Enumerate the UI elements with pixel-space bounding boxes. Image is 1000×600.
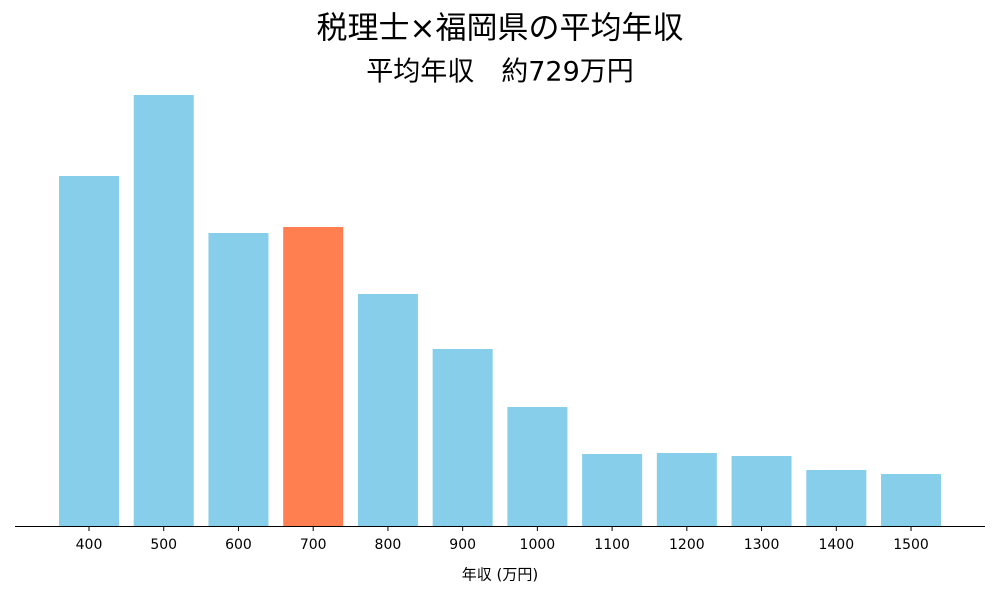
bar: [208, 233, 269, 526]
bar: [357, 294, 418, 526]
x-tick-label: 900: [449, 537, 476, 553]
chart-title: 税理士×福岡県の平均年収: [317, 11, 684, 47]
x-tick-label: 1000: [520, 537, 556, 553]
x-axis-label: 年収 (万円): [462, 566, 538, 584]
bar: [881, 474, 942, 526]
bar: [582, 454, 643, 526]
bar: [432, 349, 493, 526]
bar: [283, 227, 344, 526]
x-tick-label: 1200: [669, 537, 705, 553]
x-tick-label: 1100: [594, 537, 630, 553]
bar: [133, 95, 194, 526]
bar: [507, 407, 568, 526]
x-tick-label: 800: [375, 537, 402, 553]
x-tick-label: 1300: [744, 537, 780, 553]
bar: [59, 176, 119, 526]
x-tick-label: 400: [76, 537, 103, 553]
bar: [656, 453, 717, 526]
bar: [731, 456, 792, 526]
x-tick-label: 700: [300, 537, 327, 553]
x-tick-label: 1400: [818, 537, 854, 553]
x-tick-label: 500: [150, 537, 177, 553]
x-tick-label: 1500: [893, 537, 929, 553]
bar: [806, 470, 867, 526]
x-tick-label: 600: [225, 537, 252, 553]
chart-subtitle: 平均年収 約729万円: [366, 57, 634, 88]
